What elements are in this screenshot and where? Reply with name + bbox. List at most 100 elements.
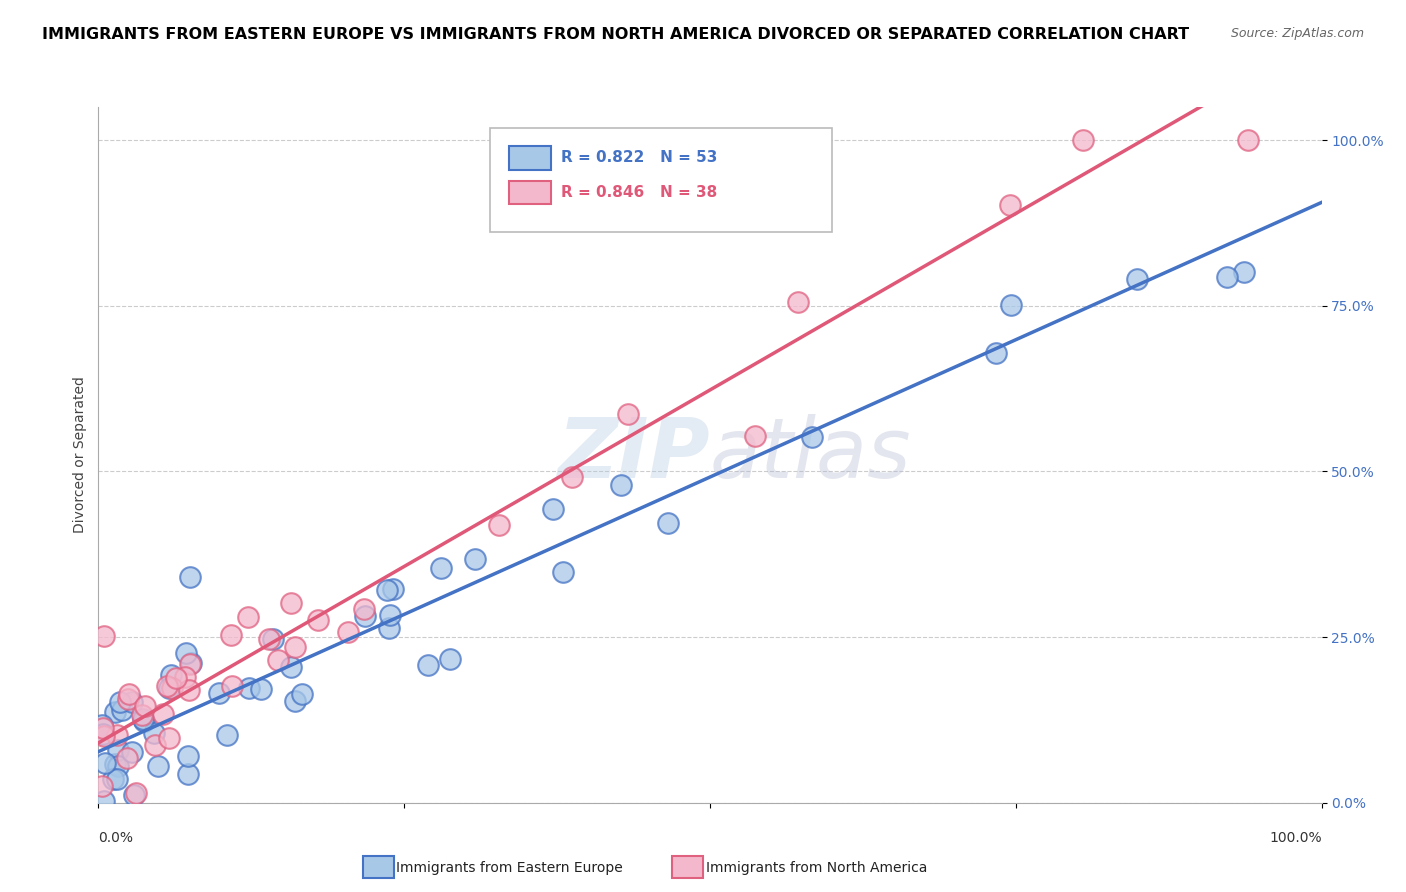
- Point: [217, 728, 239, 742]
- Point: [541, 502, 564, 516]
- Point: [157, 681, 180, 695]
- Point: [104, 757, 127, 772]
- Point: [354, 608, 377, 623]
- Point: [800, 430, 823, 444]
- Point: [146, 758, 169, 772]
- Point: [439, 652, 461, 666]
- Text: 100.0%: 100.0%: [1270, 830, 1322, 845]
- Point: [221, 679, 243, 693]
- Point: [110, 695, 132, 709]
- Point: [208, 686, 231, 700]
- Point: [336, 624, 359, 639]
- Point: [134, 714, 156, 729]
- Point: [553, 565, 575, 579]
- Point: [156, 679, 179, 693]
- Point: [561, 469, 583, 483]
- FancyBboxPatch shape: [509, 146, 551, 169]
- Point: [236, 610, 259, 624]
- Point: [177, 767, 200, 781]
- Point: [93, 794, 115, 808]
- Point: [157, 731, 180, 746]
- Point: [107, 759, 129, 773]
- Point: [104, 705, 127, 719]
- Point: [117, 691, 139, 706]
- Point: [101, 772, 124, 787]
- Point: [160, 668, 183, 682]
- Point: [105, 728, 128, 742]
- Point: [94, 756, 117, 770]
- Point: [177, 682, 200, 697]
- Point: [744, 429, 766, 443]
- Point: [105, 772, 128, 786]
- Point: [143, 738, 166, 752]
- Point: [250, 681, 273, 696]
- Point: [488, 518, 510, 533]
- Point: [610, 477, 633, 491]
- Point: [134, 699, 156, 714]
- Point: [378, 607, 401, 622]
- FancyBboxPatch shape: [509, 181, 551, 204]
- Point: [1216, 269, 1239, 284]
- Point: [125, 787, 148, 801]
- Point: [418, 658, 440, 673]
- Point: [291, 687, 314, 701]
- Point: [93, 729, 115, 743]
- Point: [998, 198, 1021, 212]
- Text: R = 0.846   N = 38: R = 0.846 N = 38: [561, 186, 717, 200]
- Point: [986, 346, 1008, 360]
- Point: [353, 602, 375, 616]
- Point: [657, 516, 679, 530]
- Point: [107, 742, 129, 756]
- Point: [121, 745, 143, 759]
- FancyBboxPatch shape: [489, 128, 832, 232]
- Text: R = 0.822   N = 53: R = 0.822 N = 53: [561, 151, 717, 165]
- Point: [382, 582, 405, 596]
- Point: [1237, 133, 1260, 147]
- Point: [238, 681, 260, 696]
- Point: [179, 657, 201, 671]
- Point: [91, 779, 114, 793]
- Point: [122, 788, 145, 802]
- Point: [219, 628, 242, 642]
- Text: Source: ZipAtlas.com: Source: ZipAtlas.com: [1230, 27, 1364, 40]
- Point: [111, 703, 134, 717]
- Point: [165, 671, 187, 685]
- Point: [616, 407, 638, 421]
- Point: [280, 596, 302, 610]
- Point: [91, 718, 114, 732]
- Point: [1071, 133, 1094, 147]
- Point: [280, 660, 302, 674]
- Point: [786, 295, 808, 310]
- Point: [284, 693, 307, 707]
- Point: [93, 629, 115, 643]
- Y-axis label: Divorced or Separated: Divorced or Separated: [73, 376, 87, 533]
- Point: [430, 560, 453, 574]
- Point: [91, 722, 114, 736]
- Point: [121, 695, 143, 709]
- Point: [464, 552, 486, 566]
- Point: [378, 621, 401, 635]
- Point: [177, 749, 200, 764]
- Point: [160, 681, 183, 696]
- Point: [1125, 271, 1147, 285]
- Point: [259, 632, 281, 646]
- Text: Immigrants from North America: Immigrants from North America: [706, 861, 927, 875]
- Text: atlas: atlas: [710, 415, 911, 495]
- Point: [267, 653, 290, 667]
- Point: [91, 727, 114, 741]
- Point: [115, 751, 138, 765]
- Point: [284, 640, 307, 654]
- Point: [262, 632, 284, 647]
- Point: [132, 712, 155, 726]
- Point: [1233, 265, 1256, 279]
- Point: [307, 613, 329, 627]
- Point: [180, 657, 202, 671]
- Text: Immigrants from Eastern Europe: Immigrants from Eastern Europe: [396, 861, 623, 875]
- Point: [152, 706, 174, 721]
- Text: 0.0%: 0.0%: [98, 830, 134, 845]
- Point: [375, 583, 398, 598]
- Point: [118, 687, 141, 701]
- Point: [131, 707, 153, 722]
- Point: [142, 726, 165, 740]
- Point: [174, 646, 197, 660]
